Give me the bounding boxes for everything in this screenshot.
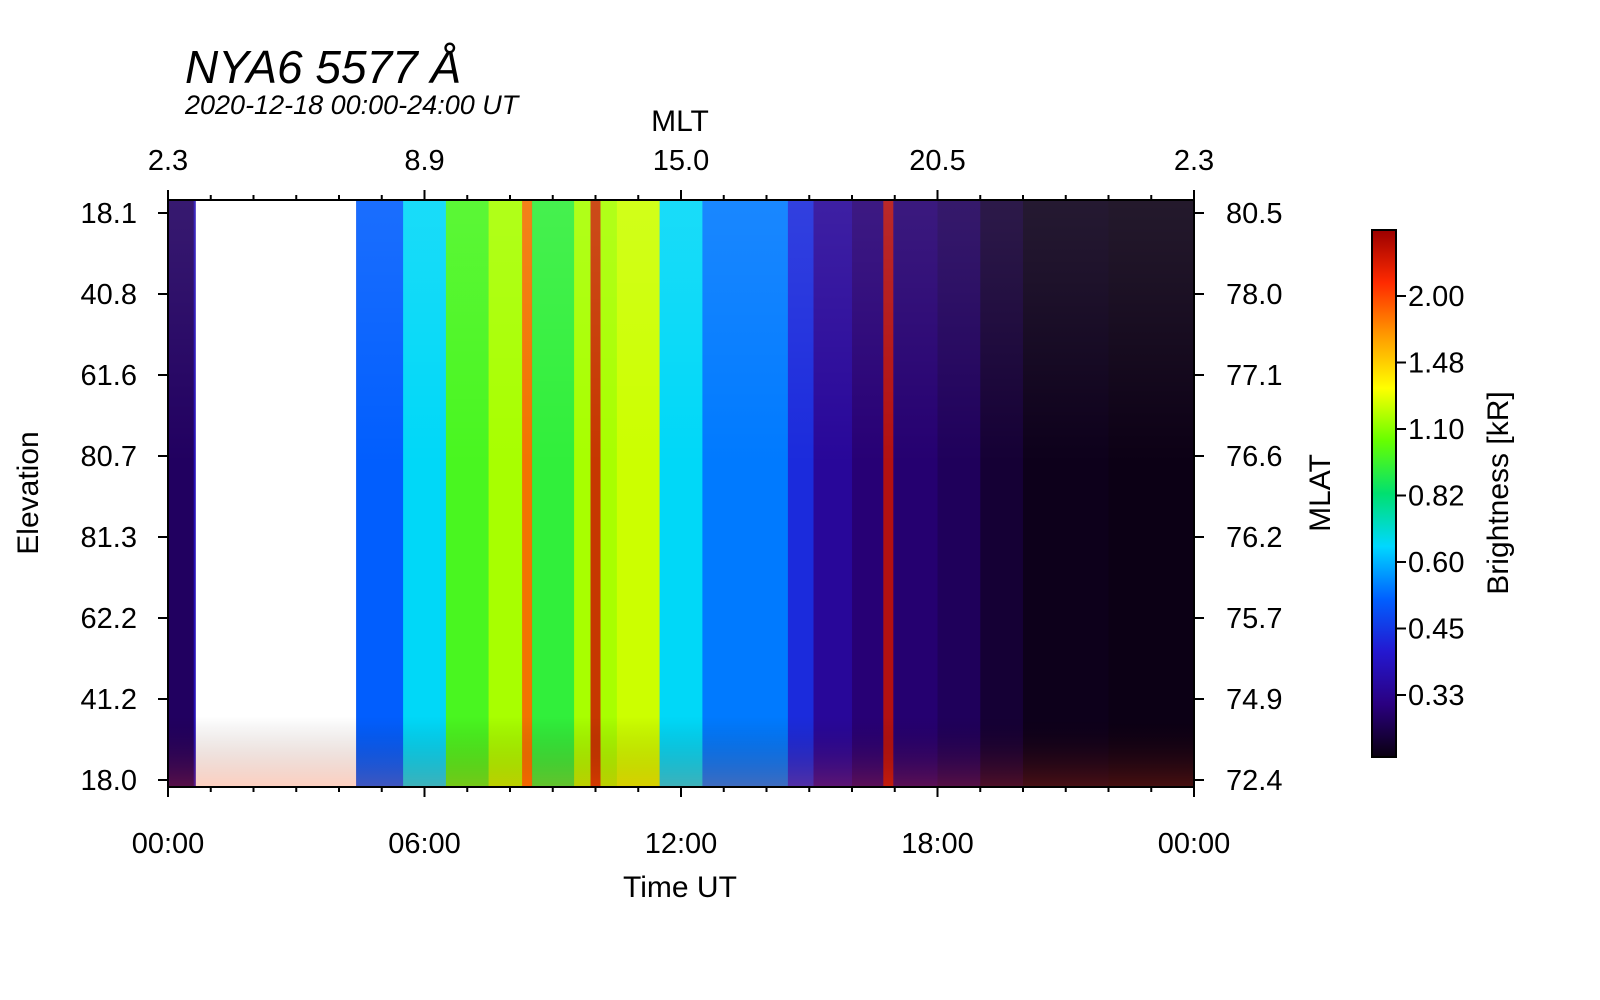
right-axis: 80.5 78.0 77.1 76.6 76.2 75.7 74.9 72.4 [1194,198,1282,797]
y-tick-label: 80.7 [81,441,137,473]
top-tick-label: 20.5 [909,145,965,177]
top-tick-label: 2.3 [1174,145,1214,177]
y-tick-label: 41.2 [81,684,137,716]
y-tick-label: 18.1 [81,198,137,230]
elevation-shading [167,200,1193,787]
y-axis-label: Elevation [12,431,45,554]
right-tick-label: 76.6 [1226,441,1282,473]
y-tick-label: 62.2 [81,603,137,635]
top-tick-label: 8.9 [404,145,444,177]
colorbar-tick-label: 0.82 [1408,481,1464,513]
y-tick-label: 40.8 [81,279,137,311]
right-axis-label: MLAT [1304,454,1337,532]
right-tick-label: 77.1 [1226,360,1282,392]
colorbar [1371,229,1397,758]
x-tick-label: 06:00 [388,828,461,860]
x-axis: 00:00 06:00 12:00 18:00 00:00 [132,787,1231,860]
y-tick-label: 81.3 [81,522,137,554]
colorbar-tick-label: 1.10 [1408,414,1464,446]
colorbar-tick-label: 1.48 [1408,348,1464,380]
top-tick-label: 15.0 [653,145,709,177]
x-tick-label: 18:00 [901,828,974,860]
x-axis-label: Time UT [623,871,737,904]
colorbar-tick-label: 0.45 [1408,614,1464,646]
colorbar-axis: 2.00 1.48 1.10 0.82 0.60 0.45 0.33 [1396,281,1464,712]
x-tick-label: 00:00 [132,828,205,860]
y-tick-label: 61.6 [81,360,137,392]
y-tick-label: 18.0 [81,765,137,797]
x-tick-label: 00:00 [1158,828,1231,860]
x-tick-label: 12:00 [645,828,718,860]
right-tick-label: 72.4 [1226,765,1282,797]
chart-subtitle: 2020-12-18 00:00-24:00 UT [185,90,519,120]
right-tick-label: 78.0 [1226,279,1282,311]
colorbar-tick-label: 2.00 [1408,281,1464,313]
top-axis: 2.3 8.9 15.0 20.5 2.3 [148,145,1214,200]
top-axis-label: MLT [651,105,709,138]
right-tick-label: 75.7 [1226,603,1282,635]
colorbar-tick-label: 0.33 [1408,680,1464,712]
y-axis: 18.1 40.8 61.6 80.7 81.3 62.2 41.2 18.0 [81,198,168,797]
right-tick-label: 80.5 [1226,198,1282,230]
right-tick-label: 76.2 [1226,522,1282,554]
colorbar-label: Brightness [kR] [1482,391,1515,594]
top-tick-label: 2.3 [148,145,188,177]
chart-title: NYA6 5577 Å [185,41,462,93]
colorbar-tick-label: 0.60 [1408,547,1464,579]
right-tick-label: 74.9 [1226,684,1282,716]
